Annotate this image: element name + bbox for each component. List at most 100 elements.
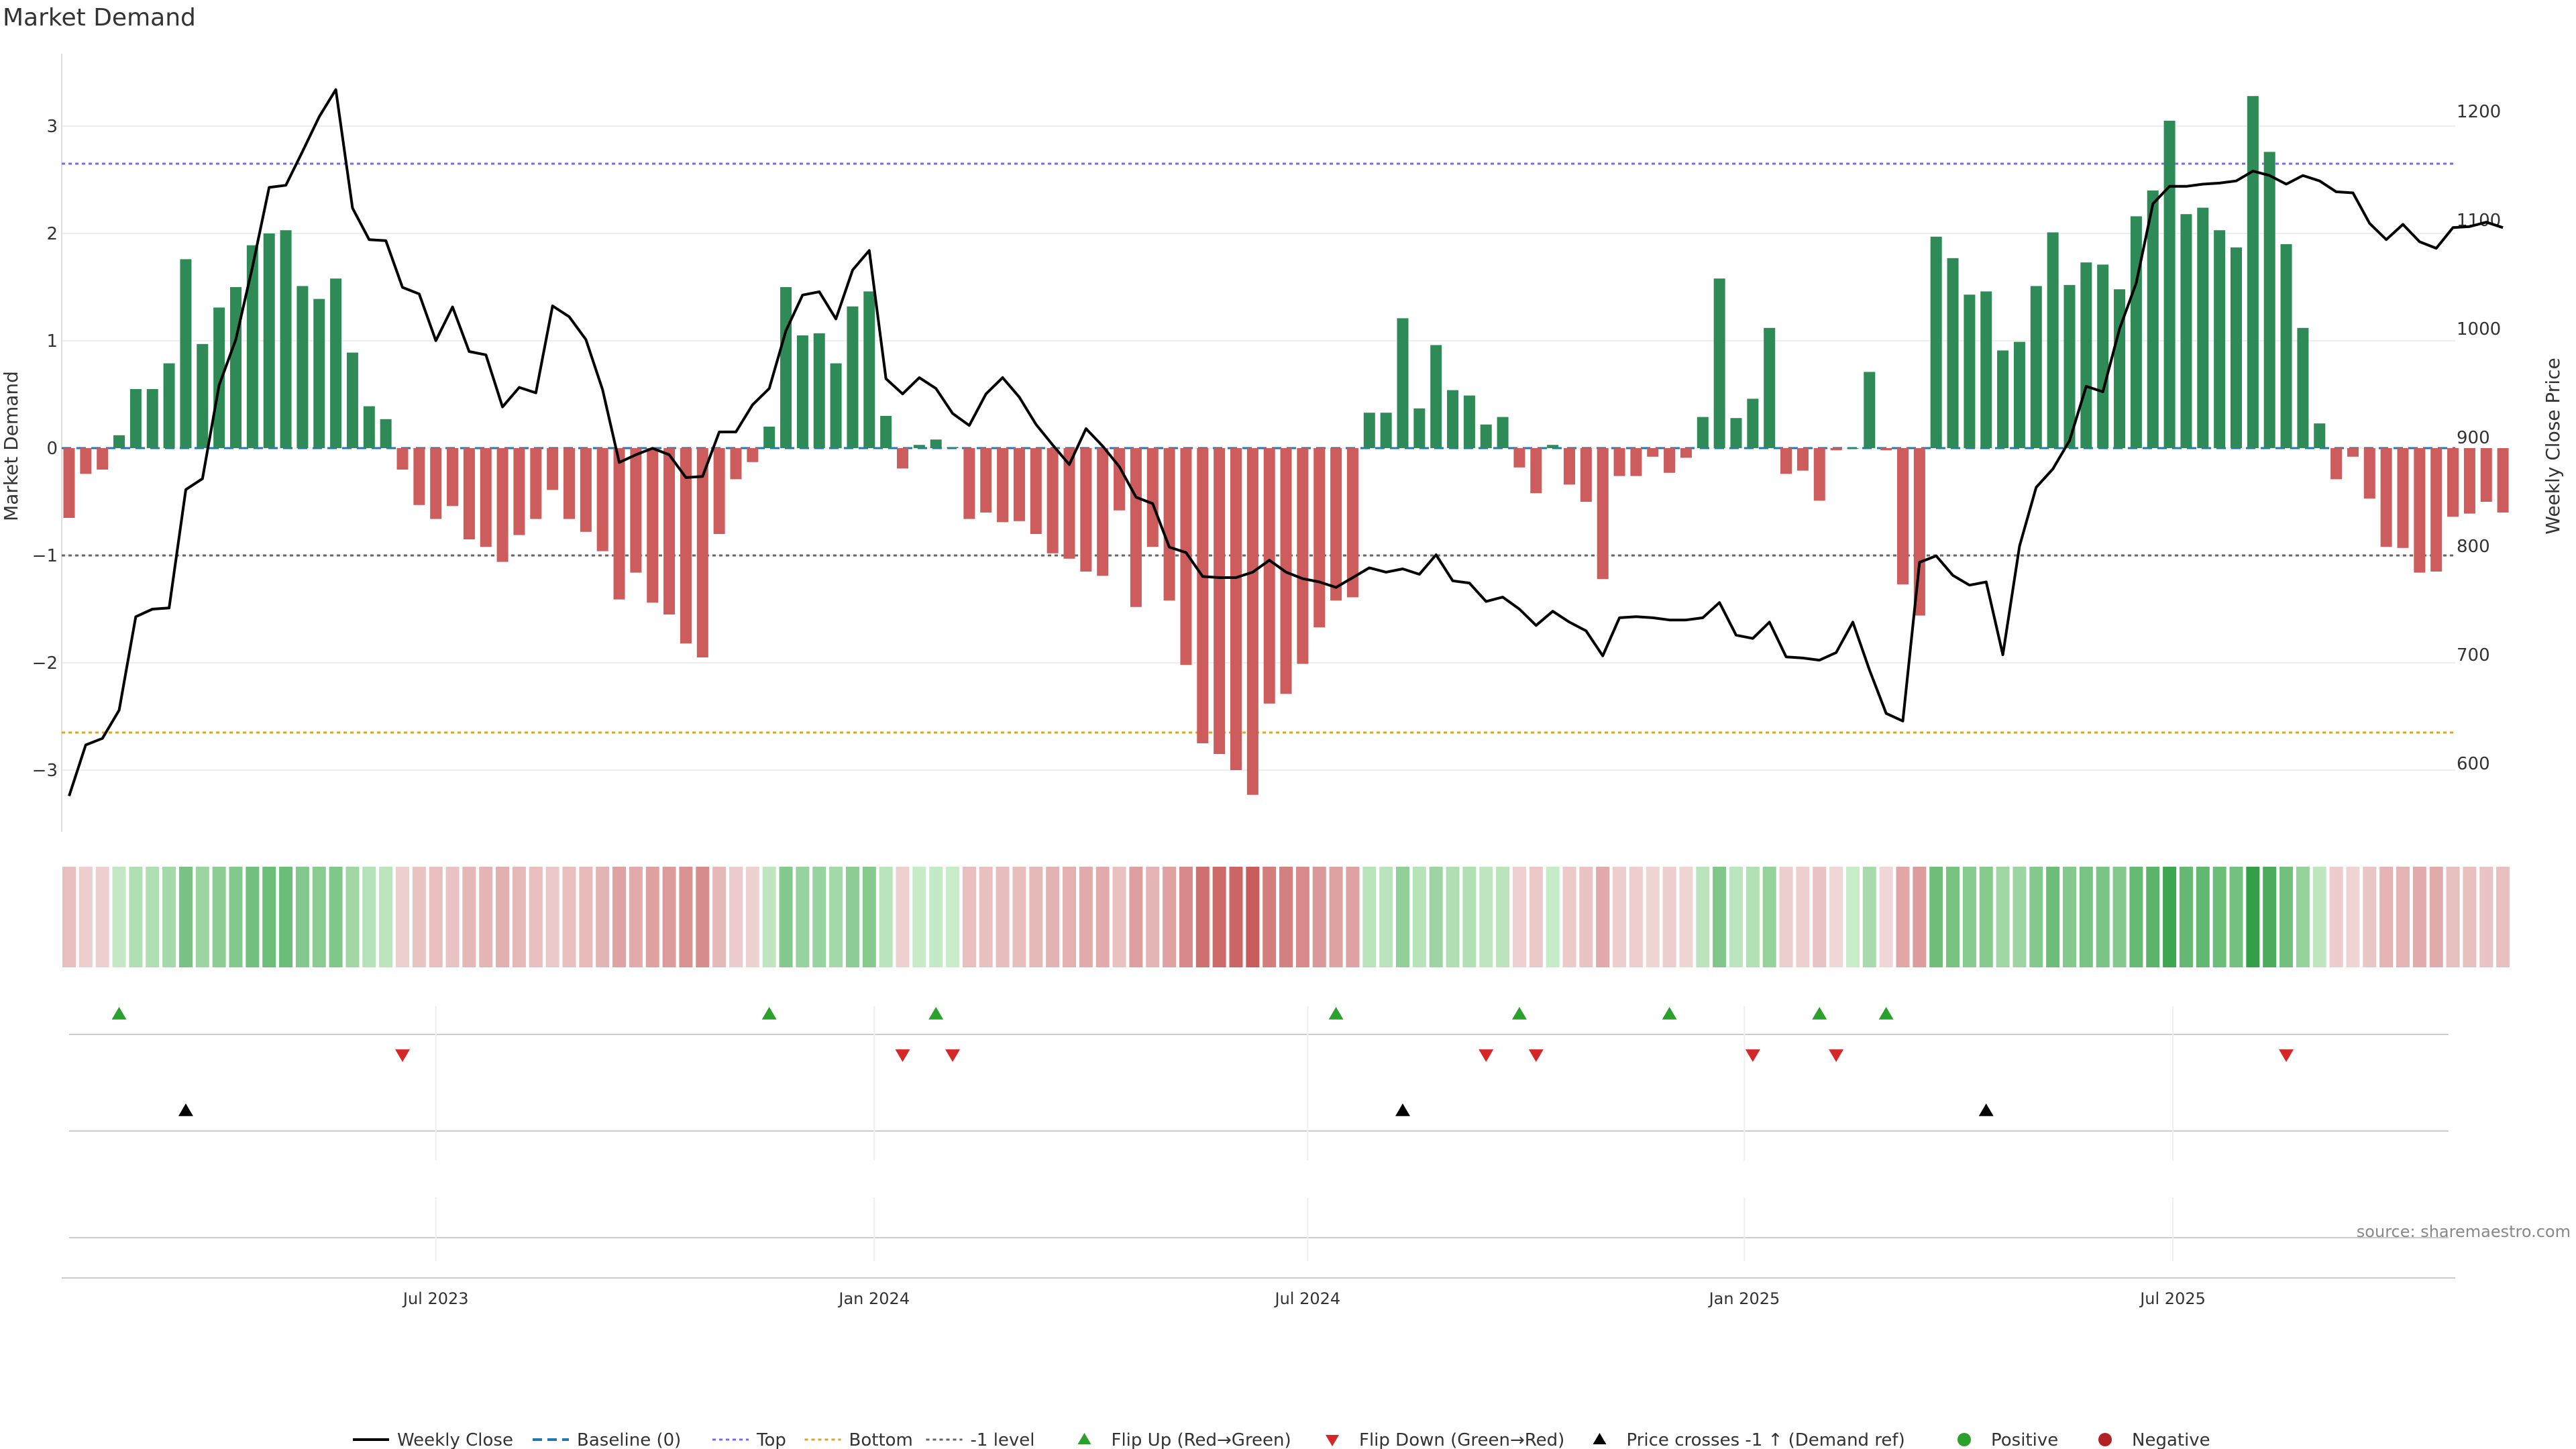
x-tick-label: Jan 2024 [837,1289,910,1308]
demand-bar [897,448,908,469]
legend-circle-symbol [2098,1433,2112,1446]
heat-cell [1662,867,1676,967]
heat-cell [2179,867,2193,967]
heat-cell [929,867,943,967]
heat-cell [1596,867,1610,967]
legend-label: Flip Down (Green→Red) [1359,1430,1564,1449]
heat-cell [979,867,993,967]
flip-down-marker [2279,1049,2294,1062]
demand-bar [1163,448,1175,601]
demand-bar [263,233,275,448]
heat-cell [562,867,576,967]
demand-bar [2147,191,2159,448]
demand-bar [146,389,158,448]
demand-bar [513,448,525,535]
left-tick-label: 2 [46,224,58,244]
heat-cell [896,867,910,967]
demand-bar [2414,448,2426,573]
demand-bar [2297,327,2309,448]
heat-cell [362,867,376,967]
heat-cell [629,867,643,967]
heat-cell [1979,867,1993,967]
demand-bar [547,448,559,490]
legend-triangle-down-symbol [1326,1435,1339,1446]
heat-cell [745,867,759,967]
demand-bar [346,352,358,448]
heat-cell [2279,867,2294,967]
heat-cell [246,867,260,967]
heat-cell [162,867,176,967]
heat-cell [1996,867,2010,967]
demand-bar [880,416,892,448]
heat-cell [2479,867,2493,967]
heat-cell [2146,867,2160,967]
right-tick-label: 800 [2457,537,2490,557]
flip-up-marker [1878,1007,1894,1020]
heat-cell [2196,867,2210,967]
heat-cell [2396,867,2410,967]
demand-bar [1513,448,1525,468]
heat-cell [1046,867,1060,967]
legend-label: Negative [2132,1430,2210,1449]
heat-cell [295,867,309,967]
heat-cell [195,867,209,967]
heat-cell [2346,867,2360,967]
legend-label: Weekly Close [397,1430,513,1449]
heat-cell [312,867,326,967]
demand-bar [1680,448,1692,458]
demand-bar [1547,445,1559,448]
demand-bar [1497,417,1509,448]
heat-cell [1729,867,1743,967]
heat-cell [662,867,676,967]
right-tick-label: 1200 [2457,102,2501,122]
demand-bar [963,448,975,519]
demand-bar [1847,448,1859,449]
flip-up-marker [1812,1007,1827,1020]
demand-bar [2430,448,2443,572]
heat-cell [696,867,710,967]
demand-bar [1146,448,1159,547]
heat-cell [1263,867,1277,967]
demand-bar [1363,413,1375,448]
demand-bar [2497,448,2509,513]
demand-bar [696,448,708,657]
demand-bar [780,287,792,448]
heat-cell [962,867,976,967]
main-gridlines [61,54,2455,832]
demand-bar [363,406,375,448]
left-axis-title: Market Demand [0,371,22,521]
demand-bar [1580,448,1592,502]
heat-cell [862,867,876,967]
demand-bar [1913,448,1925,616]
heat-cell [1396,867,1409,967]
x-tick-label: Jul 2023 [402,1289,469,1308]
demand-bar [1864,372,1876,448]
demand-bar [447,448,459,506]
demand-bar [197,343,209,448]
weekly-close-path [68,88,2504,797]
demand-bar [830,363,842,448]
heat-cell [2229,867,2243,967]
heat-cell [1629,867,1643,967]
heat-cell [1579,867,1593,967]
heat-cell [762,867,776,967]
demand-bar [2163,121,2176,448]
flip-up-marker [1328,1007,1344,1020]
heat-cell [329,867,343,967]
left-tick-label: 3 [46,117,58,137]
heat-cell [996,867,1010,967]
flip-down-marker [895,1049,910,1062]
heat-cell [545,867,559,967]
demand-bar [530,448,542,519]
heat-cell [645,867,659,967]
demand-bar [1463,395,1475,448]
demand-bar [2080,262,2092,448]
heat-cell [2463,867,2477,967]
heat-cell [729,867,743,967]
demand-bar [1330,448,1342,601]
demand-bar [580,448,592,532]
demand-bar [1413,408,1426,448]
heat-cell [129,867,143,967]
heat-cell [1063,867,1076,967]
